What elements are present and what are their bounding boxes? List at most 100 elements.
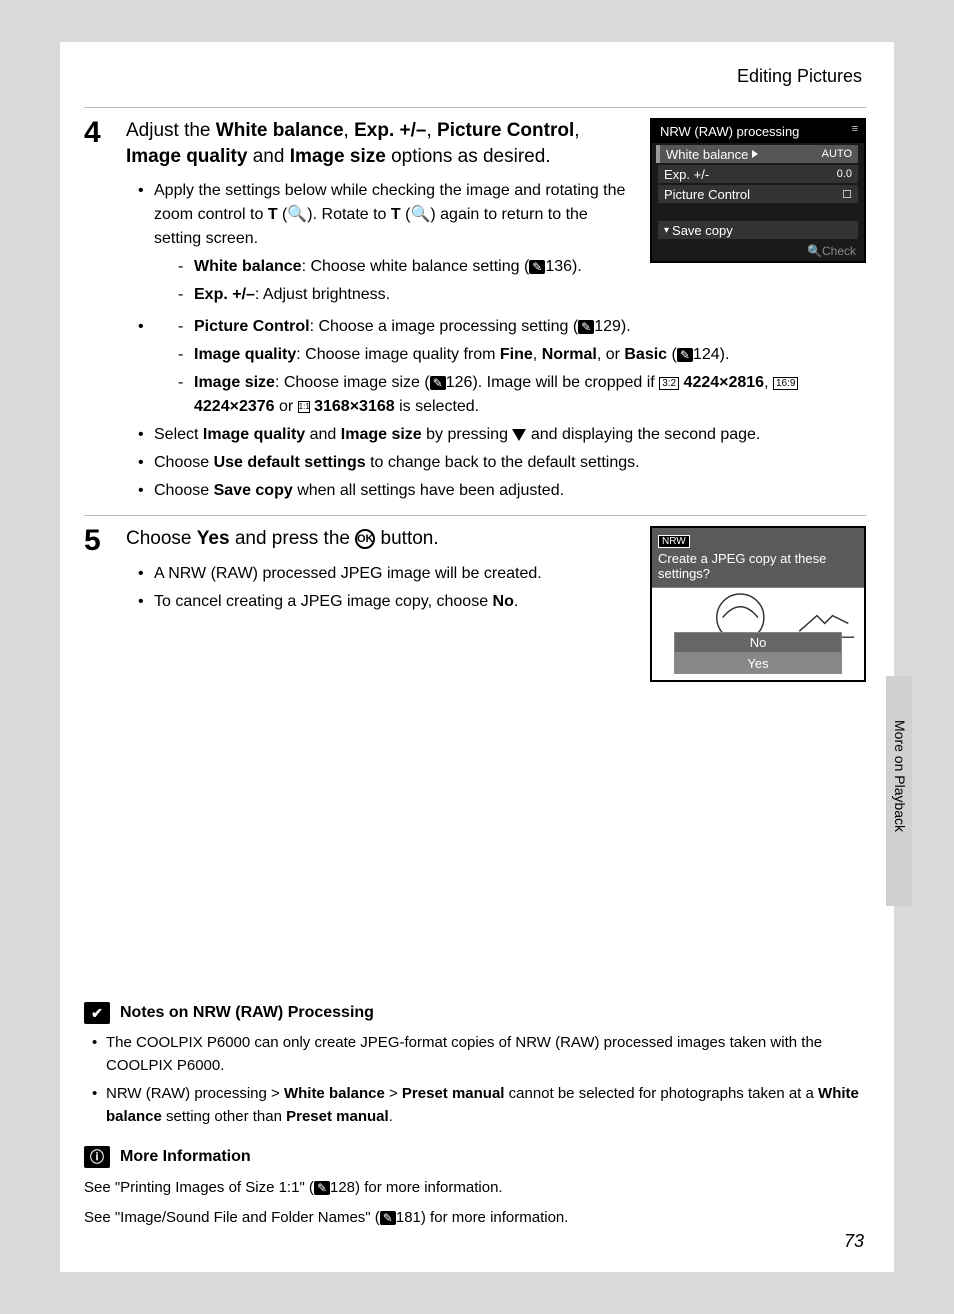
step4-columns: Adjust the White balance, Exp. +/–, Pict… [126, 118, 866, 311]
step-number: 4 [84, 118, 112, 507]
lcd2-options: No Yes [674, 632, 842, 674]
step5-left: Choose Yes and press the OK button. A NR… [126, 526, 632, 682]
text: to change back to the default settings. [366, 454, 640, 471]
text: button. [375, 528, 438, 549]
step5-heading: Choose Yes and press the OK button. [126, 526, 632, 552]
text: To cancel creating a JPEG image copy, ch… [154, 593, 493, 610]
lcd-row-picture-control: Picture Control ☐ [658, 185, 858, 203]
bullet: Select Image quality and Image size by p… [138, 423, 866, 447]
dash-item: Image quality: Choose image quality from… [178, 343, 866, 367]
text: NRW (RAW) processing > [106, 1085, 284, 1102]
triangle-down-icon [512, 429, 526, 441]
text: or [275, 398, 298, 415]
text: , [426, 120, 437, 141]
text: : Choose white balance setting ( [302, 258, 530, 275]
text: : Adjust brightness. [255, 286, 390, 303]
bold: Preset manual [286, 1108, 389, 1125]
lcd-value: ☐ [842, 188, 852, 201]
note-bullet: NRW (RAW) processing > White balance > P… [92, 1083, 866, 1128]
label: Image size [194, 374, 275, 391]
bold-t: T [268, 206, 278, 223]
bold: Image quality [203, 426, 305, 443]
link-icon: ⓘ [84, 1146, 110, 1168]
more-info-title: More Information [120, 1148, 251, 1166]
step4-bullets: Apply the settings below while checking … [126, 179, 632, 307]
text: : Choose a image processing setting ( [310, 318, 579, 335]
triangle-right-icon [752, 150, 758, 158]
dash-item: Exp. +/–: Adjust brightness. [178, 283, 632, 307]
text: > [385, 1085, 402, 1102]
ok-button-icon: OK [355, 529, 375, 549]
bold: 4224×2376 [194, 398, 275, 415]
text: by pressing [422, 426, 513, 443]
check-icon: ✔ [84, 1002, 110, 1024]
lcd-row-white-balance: White balanceAUTO [656, 145, 858, 163]
lcd2-option-yes: Yes [674, 653, 842, 674]
page-number: 73 [844, 1231, 864, 1252]
note-bullet: The COOLPIX P6000 can only create JPEG-f… [92, 1032, 866, 1077]
more-info-line-1: See "Printing Images of Size 1:1" (✎128)… [84, 1176, 866, 1199]
nrw-tag: NRW [658, 535, 690, 548]
dash-list: White balance: Choose white balance sett… [154, 255, 632, 307]
lcd-row-blank [658, 205, 858, 219]
text: setting other than [162, 1108, 286, 1125]
bullet: To cancel creating a JPEG image copy, ch… [138, 590, 632, 614]
lcd-row-exp: Exp. +/-0.0 [658, 165, 858, 183]
bold-image-size: Image size [290, 146, 386, 167]
text: ). [621, 318, 631, 335]
text: , [533, 346, 542, 363]
manual-page: Editing Pictures 4 Adjust the White bala… [60, 42, 894, 1272]
bullet: Choose Save copy when all settings have … [138, 479, 866, 503]
manual-icon: ✎ [314, 1181, 330, 1195]
lcd-label: Picture Control [664, 187, 750, 202]
manual-icon: ✎ [529, 260, 545, 274]
text: and press the [230, 528, 356, 549]
lcd2-top: NRW Create a JPEG copy at these settings… [652, 528, 864, 587]
manual-icon: ✎ [430, 376, 446, 390]
step-4: 4 Adjust the White balance, Exp. +/–, Pi… [84, 118, 866, 507]
notes-block: ✔ Notes on NRW (RAW) Processing The COOL… [84, 1002, 866, 1128]
text: ). [720, 346, 730, 363]
text: , [344, 120, 355, 141]
lcd2-option-no: No [674, 632, 842, 653]
bold: Fine [500, 346, 533, 363]
text: See "Printing Images of Size 1:1" ( [84, 1179, 314, 1196]
manual-icon: ✎ [677, 348, 693, 362]
bold: Normal [542, 346, 597, 363]
text: ). [572, 258, 582, 275]
bold-t: T [391, 206, 401, 223]
bold: 3168×3168 [314, 398, 395, 415]
bold: Save copy [214, 482, 293, 499]
ref: 126 [446, 374, 473, 391]
step5-lcd: NRW Create a JPEG copy at these settings… [650, 526, 866, 682]
label: Picture Control [194, 318, 310, 335]
text: Choose [154, 482, 214, 499]
ref: 181 [396, 1209, 421, 1226]
label: White balance [194, 258, 302, 275]
aspect-3-2-icon: 3:2 [659, 377, 679, 390]
lcd-label: Save copy [672, 223, 733, 238]
divider [84, 515, 866, 516]
side-tab-label: More on Playback [892, 720, 908, 832]
text: options as desired. [386, 146, 551, 167]
text: and displaying the second page. [526, 426, 760, 443]
bold: Preset manual [402, 1085, 505, 1102]
text: when all settings have been adjusted. [293, 482, 564, 499]
lcd-footer-text: Check [822, 244, 856, 258]
label: Image quality [194, 346, 296, 363]
lcd-title: NRW (RAW) processing≡ [652, 120, 864, 143]
bold-white-balance: White balance [216, 120, 344, 141]
dash-item: Picture Control: Choose a image processi… [178, 315, 866, 339]
text: . [389, 1108, 393, 1125]
notes-heading: ✔ Notes on NRW (RAW) Processing [84, 1002, 866, 1024]
bold: Use default settings [214, 454, 366, 471]
text: Select [154, 426, 203, 443]
step4-left: Adjust the White balance, Exp. +/–, Pict… [126, 118, 632, 311]
more-info-heading: ⓘ More Information [84, 1146, 866, 1168]
text: ) for more information. [355, 1179, 503, 1196]
lcd-value: AUTO [822, 148, 852, 160]
bold-exp: Exp. +/– [354, 120, 426, 141]
divider [84, 107, 866, 108]
step4-heading: Adjust the White balance, Exp. +/–, Pict… [126, 118, 632, 169]
step-body: Choose Yes and press the OK button. A NR… [126, 526, 866, 682]
